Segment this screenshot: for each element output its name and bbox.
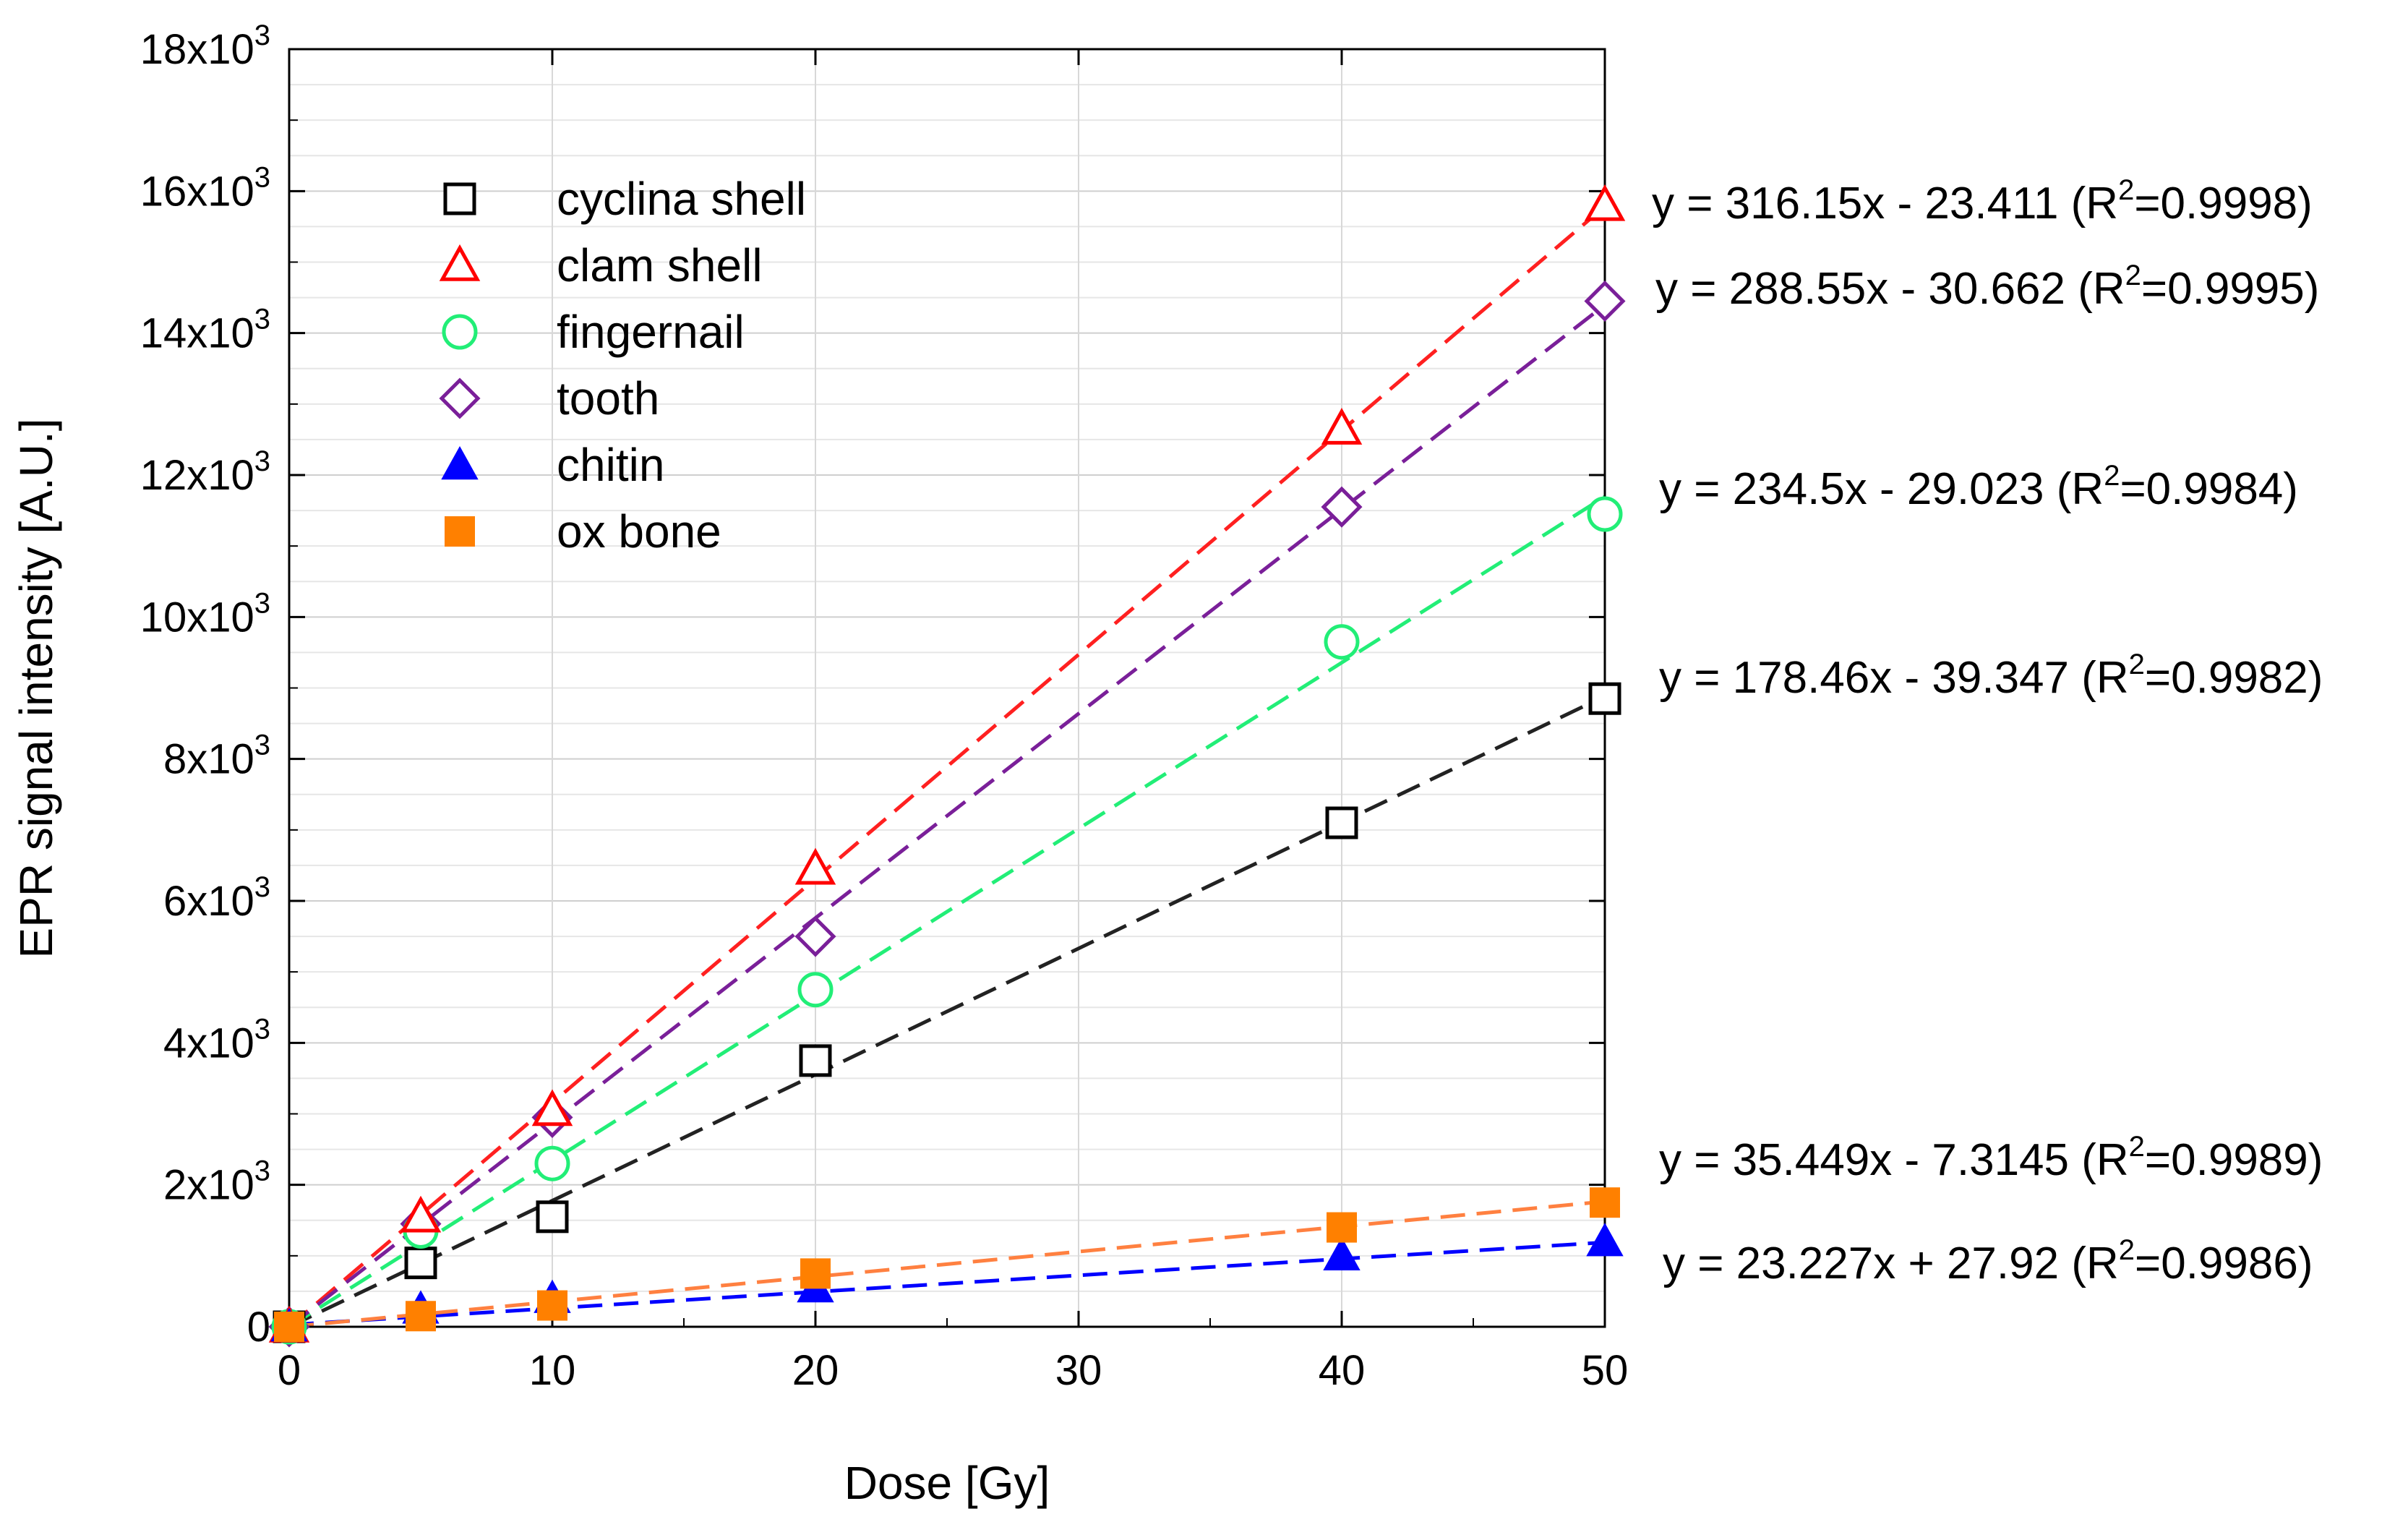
x-tick-label: 0 <box>278 1347 301 1394</box>
y-tick-label: 0 <box>247 1304 270 1351</box>
point-clam-shell <box>400 1195 442 1233</box>
legend-label: fingernail <box>557 306 745 358</box>
y-axis-title: EPR signal intensity [A.U.] <box>10 419 62 959</box>
legend-label: clam shell <box>557 239 763 291</box>
legend-label: tooth <box>557 372 659 424</box>
legend-marker-chitin <box>441 445 479 480</box>
legend: cyclina shell clam shell fingernail tooth ch… <box>439 173 806 557</box>
legend-marker-tooth <box>439 377 481 419</box>
point-chitin <box>1586 1223 1624 1257</box>
legend-marker-ox-bone <box>445 516 475 547</box>
fit-lines <box>288 205 1606 1329</box>
point-cyclina-shell <box>1325 806 1358 839</box>
fit-equation: y = 234.5x - 29.023 (R2=0.9984) <box>1659 460 2298 514</box>
point-cyclina-shell <box>404 1247 437 1280</box>
y-tick-label: 2x103 <box>163 1155 270 1209</box>
y-tick-label: 8x103 <box>163 730 270 783</box>
x-tick-label: 10 <box>529 1347 576 1394</box>
y-tick-label: 10x103 <box>140 587 270 641</box>
point-ox-bone <box>406 1301 436 1332</box>
point-clam-shell <box>794 847 836 885</box>
point-clam-shell <box>531 1089 573 1126</box>
point-fingernail <box>797 972 834 1008</box>
point-ox-bone <box>537 1290 567 1321</box>
fit-line-tooth <box>288 303 1606 1328</box>
fit-equation: y = 35.449x - 7.3145 (R2=0.9989) <box>1659 1131 2323 1185</box>
x-tick-label: 20 <box>792 1347 839 1394</box>
legend-marker-clam-shell <box>439 244 481 281</box>
fit-equation: y = 316.15x - 23.411 (R2=0.9998) <box>1652 174 2313 228</box>
y-tick-label: 14x103 <box>140 304 270 357</box>
fit-equation: y = 288.55x - 30.662 (R2=0.9995) <box>1655 260 2319 314</box>
point-clam-shell <box>1321 408 1363 445</box>
point-ox-bone <box>1327 1212 1357 1243</box>
fit-line-chitin <box>288 1240 1606 1327</box>
point-clam-shell <box>1584 184 1626 221</box>
fit-line-ox-bone <box>288 1200 1606 1329</box>
point-tooth <box>1321 486 1363 528</box>
tick-labels: 0 10 20 30 40 50 0 2x103 4x103 6x103 8x103 10x103 12… <box>140 20 1629 1394</box>
x-tick-label: 50 <box>1582 1347 1629 1394</box>
y-tick-label: 12x103 <box>140 445 270 499</box>
point-fingernail <box>534 1145 570 1181</box>
data-points <box>268 184 1626 1348</box>
point-fingernail <box>1587 496 1623 532</box>
legend-label: ox bone <box>557 505 721 557</box>
x-tick-label: 30 <box>1055 1347 1102 1394</box>
point-tooth <box>1584 280 1626 322</box>
point-tooth <box>794 915 836 957</box>
x-axis-title: Dose [Gy] <box>844 1457 1050 1509</box>
x-tick-label: 40 <box>1319 1347 1366 1394</box>
point-ox-bone <box>1590 1187 1620 1218</box>
point-cyclina-shell <box>1588 682 1621 715</box>
y-tick-label: 18x103 <box>140 20 270 73</box>
point-chitin <box>1323 1236 1361 1271</box>
legend-marker-fingernail <box>442 314 478 350</box>
fit-equation: y = 178.46x - 39.347 (R2=0.9982) <box>1659 649 2323 703</box>
y-tick-label: 16x103 <box>140 161 270 215</box>
fit-line-cyclina-shell <box>288 694 1606 1329</box>
point-cyclina-shell <box>536 1200 569 1234</box>
y-tick-label: 6x103 <box>163 871 270 925</box>
point-fingernail <box>1324 624 1360 660</box>
point-ox-bone <box>274 1312 304 1342</box>
point-ox-bone <box>800 1258 831 1289</box>
legend-label: chitin <box>557 439 664 491</box>
y-tick-label: 4x103 <box>163 1013 270 1066</box>
fit-line-fingernail <box>288 495 1606 1329</box>
legend-marker-cyclina-shell <box>443 182 476 215</box>
fit-equation: y = 23.227x + 27.92 (R2=0.9986) <box>1663 1234 2313 1288</box>
point-cyclina-shell <box>799 1044 832 1077</box>
legend-label: cyclina shell <box>557 173 806 225</box>
fit-equations: y = 178.46x - 39.347 (R2=0.9982) y = 316.… <box>1652 174 2323 1288</box>
